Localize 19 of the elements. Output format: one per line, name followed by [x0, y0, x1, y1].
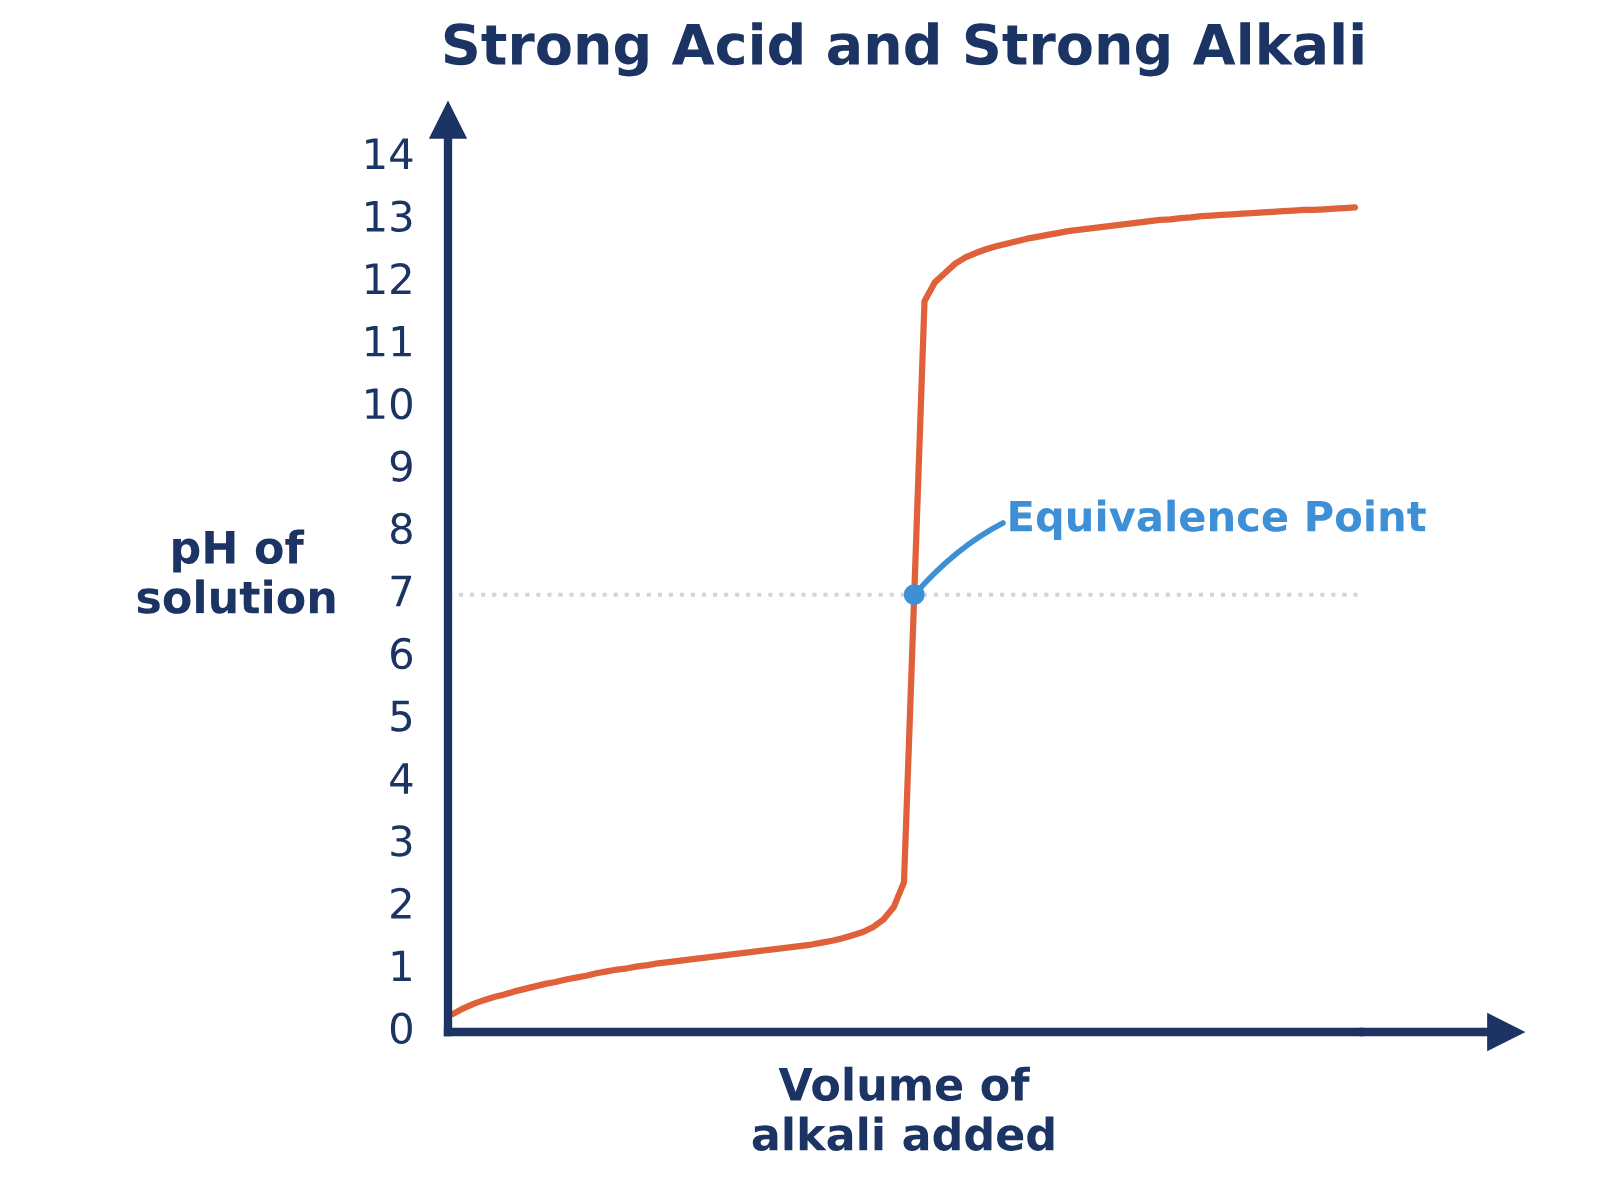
x-axis-title: Volume of alkali added — [752, 1066, 1054, 1151]
y-tick-label: 1 — [392, 950, 411, 982]
y-tick-label: 8 — [390, 512, 412, 545]
y-tick-label: 13 — [366, 200, 412, 233]
chart-title: Strong Acid and Strong Alkali — [444, 22, 1363, 77]
y-tick-label: 4 — [390, 763, 413, 794]
y-tick-label: 12 — [366, 262, 411, 294]
y-axis-title: pH of solution — [137, 529, 335, 614]
y-tick-label: 9 — [390, 450, 412, 482]
y-tick-label: 5 — [391, 700, 412, 732]
y-tick-label: 6 — [391, 637, 413, 670]
y-tick-label: 7 — [391, 575, 412, 607]
y-tick-label: 2 — [391, 887, 411, 919]
y-tick-label: 11 — [366, 326, 411, 357]
y-tick-label: 14 — [366, 138, 413, 169]
annotation: Equivalence Point — [1010, 499, 1426, 540]
y-tick-label: 10 — [366, 387, 412, 420]
y-tick-label: 3 — [391, 825, 412, 857]
y-tick-label: 0 — [390, 1012, 412, 1045]
